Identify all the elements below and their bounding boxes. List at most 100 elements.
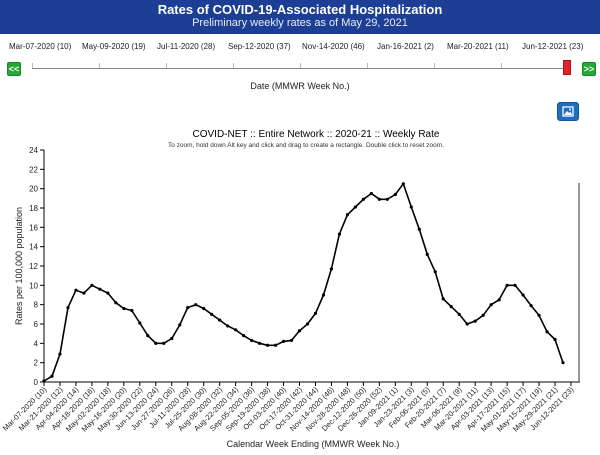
data-point (529, 304, 533, 308)
y-tick-label: 0 (34, 378, 39, 387)
data-point (106, 291, 110, 295)
chart-title: COVID-NET :: Entire Network :: 2020-21 :… (193, 129, 440, 140)
data-point (497, 298, 501, 302)
data-point (281, 339, 286, 343)
data-point (42, 379, 46, 383)
slider-date-label: Jul-11-2020 (28) (157, 42, 216, 51)
slider-date-label: Jan-16-2021 (2) (377, 42, 434, 51)
data-point (74, 288, 78, 292)
slider-date-label: Sep-12-2020 (37) (228, 42, 291, 51)
slider-date-labels: Mar-07-2020 (10) May-09-2020 (19) Jul-11… (0, 42, 600, 56)
data-point (289, 338, 294, 343)
page-title: Rates of COVID-19-Associated Hospitaliza… (157, 2, 443, 17)
y-tick-label: 12 (29, 262, 38, 271)
data-point (265, 343, 270, 347)
data-point (481, 313, 485, 317)
data-point (513, 283, 517, 287)
data-point (250, 338, 254, 343)
data-point (505, 283, 509, 287)
x-axis-ticks: Mar-07-2020 (10)Mar-21-2020 (12)Apr-04-2… (1, 382, 576, 434)
y-tick-label: 14 (29, 243, 38, 252)
series-line (43, 183, 564, 382)
y-tick-label: 22 (29, 165, 38, 174)
data-point (162, 341, 166, 345)
data-point (66, 305, 70, 310)
data-point (146, 334, 150, 338)
data-point (337, 232, 342, 236)
series-group (42, 182, 565, 383)
data-point (305, 322, 310, 326)
data-point (417, 227, 421, 231)
y-tick-label: 8 (34, 301, 39, 310)
data-point (186, 305, 190, 310)
data-point (234, 328, 238, 332)
slider-tick (434, 63, 435, 68)
slider-caption: Date (MMWR Week No.) (250, 81, 350, 91)
slider-track-line (32, 68, 568, 69)
date-slider-track[interactable] (32, 63, 568, 75)
data-point (473, 319, 477, 323)
y-tick-label: 16 (29, 223, 38, 232)
y-tick-label: 20 (29, 185, 38, 194)
slider-tick (99, 63, 100, 68)
data-point (178, 323, 182, 327)
data-point (218, 318, 222, 322)
data-point (393, 192, 397, 197)
data-point (90, 283, 94, 287)
data-point (58, 352, 62, 356)
data-point (545, 330, 549, 334)
chart-subtitle: To zoom, hold down Alt key and click and… (168, 142, 444, 149)
data-point (537, 313, 541, 317)
data-point (353, 205, 357, 209)
slider-tick (367, 63, 368, 68)
previous-date-button[interactable]: << (7, 62, 21, 76)
y-tick-label: 24 (29, 146, 38, 155)
data-point (98, 287, 102, 291)
page-header: Rates of COVID-19-Associated Hospitaliza… (0, 0, 600, 34)
y-axis-label: Rates per 100,000 population (14, 207, 24, 325)
data-point (433, 270, 437, 274)
data-point (521, 293, 525, 297)
data-point (202, 306, 206, 311)
data-point (561, 361, 565, 365)
slider-date-label: Jun-12-2021 (23) (522, 42, 584, 51)
y-tick-label: 2 (34, 359, 39, 368)
data-point (138, 321, 142, 325)
data-point (425, 252, 429, 256)
slider-tick (32, 63, 33, 68)
data-point (385, 197, 389, 201)
data-point (130, 308, 134, 313)
image-icon (562, 106, 574, 117)
data-point (257, 341, 262, 345)
data-point (361, 197, 365, 201)
data-point (210, 312, 214, 316)
slider-date-label: May-09-2020 (19) (82, 42, 146, 51)
data-point (114, 301, 118, 305)
data-point (441, 297, 445, 301)
y-tick-label: 18 (29, 204, 38, 213)
slider-date-label: Mar-20-2021 (11) (447, 42, 509, 51)
data-point (449, 305, 453, 309)
y-tick-label: 10 (29, 281, 38, 290)
export-image-button[interactable] (557, 102, 579, 121)
data-point (553, 337, 557, 342)
slider-tick (501, 63, 502, 68)
data-point (226, 324, 230, 328)
data-point (170, 336, 174, 341)
data-point (409, 205, 413, 209)
data-point (297, 329, 302, 333)
date-slider-handle[interactable] (563, 60, 571, 75)
data-point (82, 291, 86, 295)
x-axis-label: Calendar Week Ending (MMWR Week No.) (227, 439, 400, 449)
data-point (401, 182, 405, 186)
data-point (313, 311, 318, 315)
next-date-button[interactable]: >> (582, 62, 596, 76)
data-point (273, 343, 278, 347)
data-point (345, 213, 350, 217)
data-point (321, 293, 326, 297)
data-point (194, 303, 198, 307)
page-subtitle: Preliminary weekly rates as of May 29, 2… (192, 17, 408, 29)
data-point (329, 267, 334, 271)
